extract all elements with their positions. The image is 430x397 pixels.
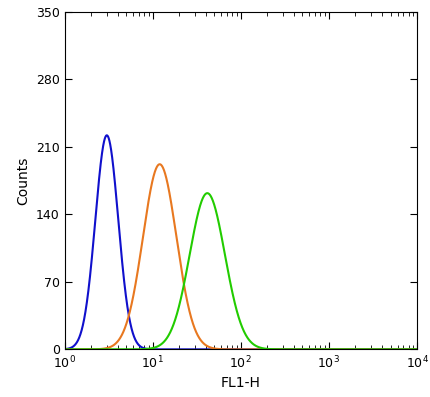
Y-axis label: Counts: Counts [16, 156, 30, 205]
X-axis label: FL1-H: FL1-H [221, 376, 261, 390]
